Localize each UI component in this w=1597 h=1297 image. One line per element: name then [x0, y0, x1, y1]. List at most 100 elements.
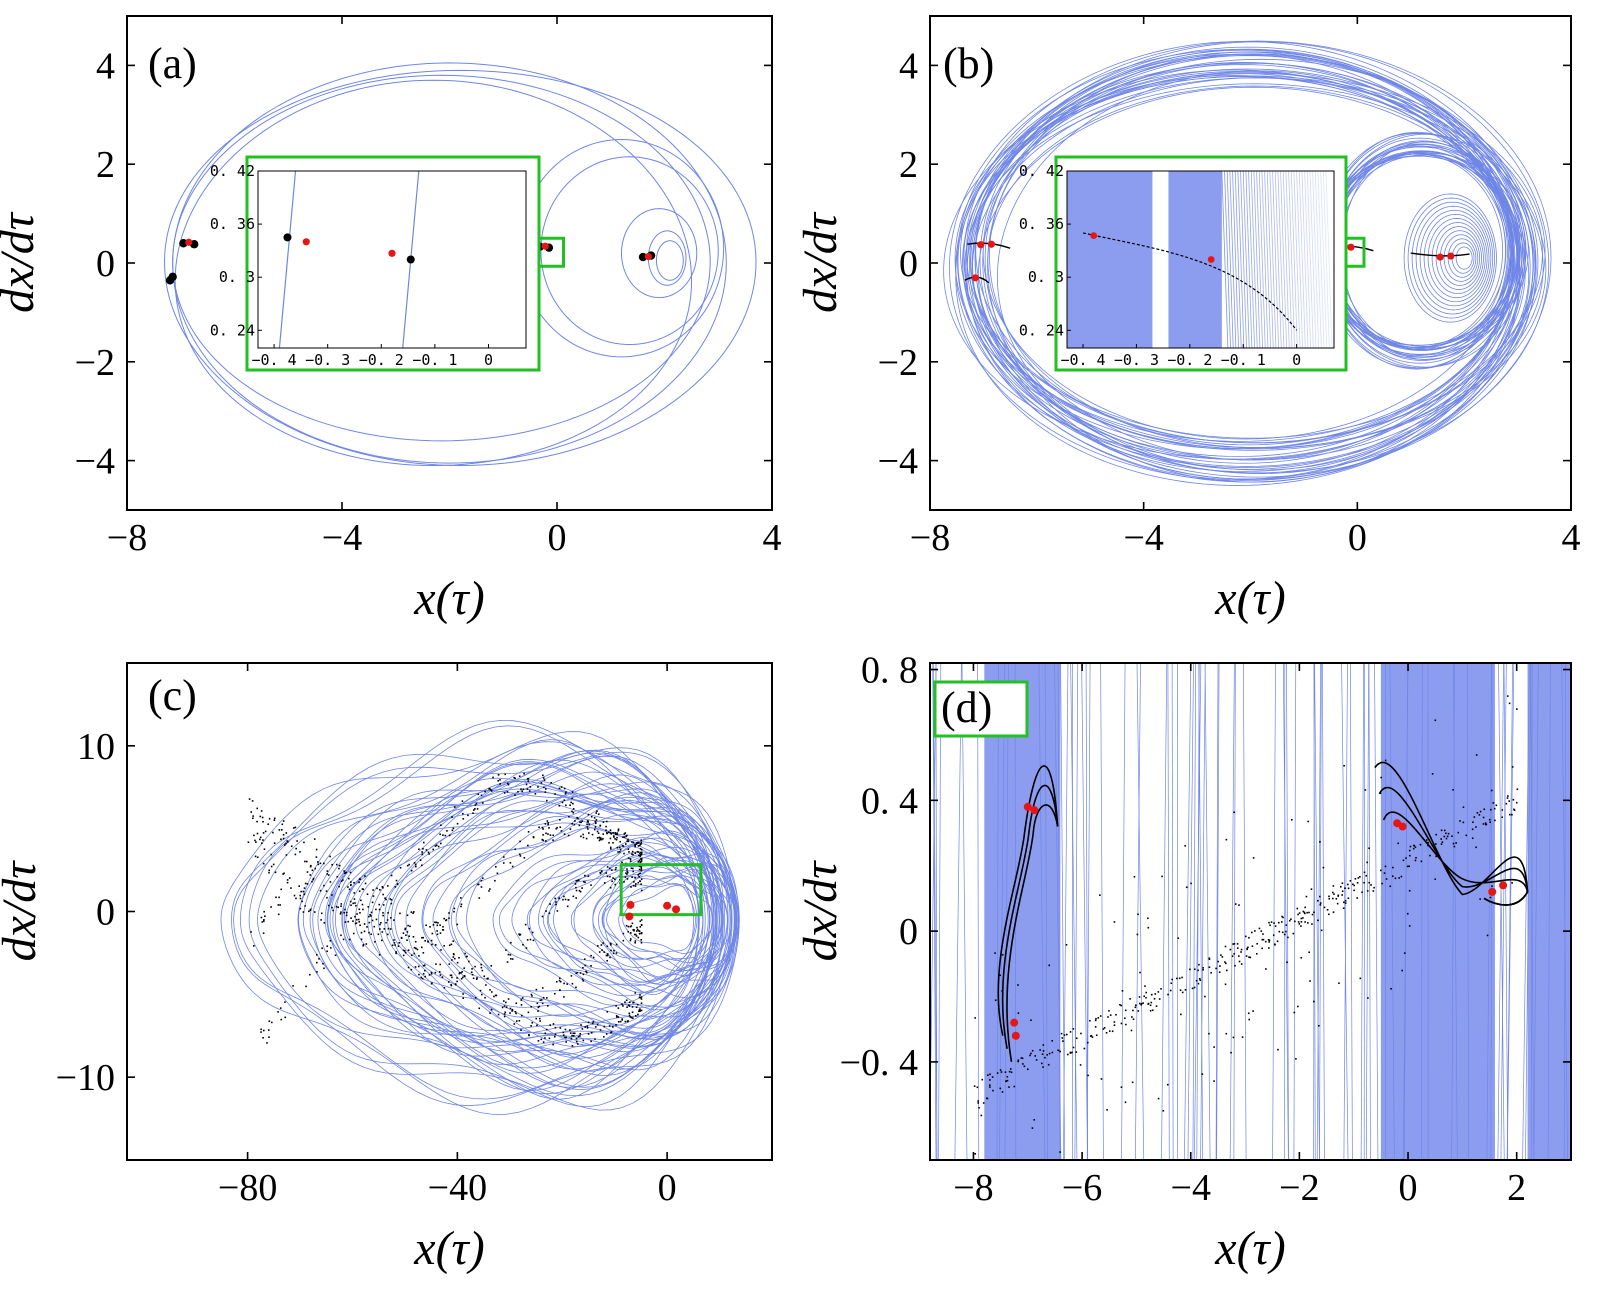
scatter-point [615, 1015, 618, 1017]
y-tick-label: 0 [899, 911, 918, 953]
scatter-point [261, 842, 263, 844]
scatter-point [1313, 911, 1315, 914]
scatter-point [272, 863, 275, 866]
scatter-point [615, 1005, 617, 1007]
scatter-point [1132, 1009, 1134, 1012]
scatter-point [571, 797, 573, 800]
scatter-point [368, 931, 370, 934]
scatter-point [1106, 1109, 1108, 1111]
orbit-loop [220, 731, 715, 1115]
scatter-point [1157, 991, 1160, 993]
scatter-point [1298, 912, 1301, 914]
scatter-point [992, 1089, 994, 1092]
scatter-point [421, 946, 423, 949]
scatter-point [1237, 955, 1240, 957]
scatter-point [418, 848, 420, 851]
scatter-point [350, 917, 352, 919]
scatter-point [358, 908, 361, 911]
y-tick-label: 0. 42 [1019, 162, 1064, 180]
scatter-point [521, 997, 524, 999]
orbit-loop [975, 68, 1521, 446]
scatter-point [313, 838, 316, 840]
x-tick-label: 0 [1292, 351, 1301, 369]
scatter-point [1059, 1050, 1061, 1053]
scatter-point [629, 858, 632, 860]
scatter-point [299, 851, 301, 853]
orbit-line [1229, 663, 1235, 1160]
scatter-point [1479, 898, 1481, 900]
scatter-point [507, 998, 510, 1000]
scatter-point [1065, 943, 1068, 946]
scatter-point [606, 959, 609, 962]
scatter-point [322, 962, 324, 965]
scatter-point [421, 851, 423, 853]
inset-orbit-line [1280, 171, 1287, 348]
scatter-point [627, 857, 630, 859]
scatter-point [256, 807, 259, 810]
scatter-point [1067, 1053, 1069, 1056]
scatter-point [592, 1021, 595, 1023]
scatter-point [636, 926, 638, 929]
scatter-point [1308, 951, 1310, 954]
scatter-point [596, 837, 599, 839]
scatter-point [542, 828, 544, 830]
scatter-point [606, 866, 609, 868]
scatter-point [309, 973, 311, 976]
scatter-point [1140, 1003, 1143, 1006]
scatter-point [1087, 1041, 1089, 1044]
scatter-point [282, 837, 285, 840]
scatter-point [626, 878, 629, 880]
scatter-point [262, 832, 265, 834]
scatter-point [610, 1031, 612, 1034]
scatter-point [329, 881, 332, 883]
scatter-point [594, 826, 597, 828]
scatter-point [462, 997, 465, 999]
scatter-point [450, 974, 453, 977]
scatter-point [640, 919, 643, 921]
scatter-point [424, 969, 426, 972]
scatter-point [520, 1029, 522, 1031]
orbit-loop [963, 40, 1552, 478]
inset-orbit-line [1309, 171, 1317, 348]
scatter-point [544, 823, 547, 825]
scatter-point [393, 919, 395, 921]
scatter-point [1197, 982, 1200, 985]
scatter-point [309, 909, 312, 911]
scatter-point [527, 844, 529, 847]
scatter-point [497, 774, 500, 776]
scatter-point [480, 966, 483, 969]
scatter-point [407, 966, 410, 969]
scatter-point [626, 834, 628, 837]
scatter-point [377, 933, 380, 936]
scatter-point [313, 911, 316, 913]
scatter-point [602, 1036, 605, 1038]
scatter-point [1180, 1013, 1182, 1016]
scatter-point [274, 871, 277, 874]
scatter-point [273, 819, 276, 821]
scatter-point [640, 939, 643, 941]
scatter-point [390, 916, 392, 919]
scatter-point [306, 871, 309, 873]
scatter-point [384, 897, 386, 899]
scatter-point [640, 996, 643, 998]
scatter-point [552, 834, 555, 837]
scatter-point [1042, 1066, 1044, 1068]
scatter-point [1447, 832, 1450, 835]
scatter-point [1341, 882, 1344, 885]
scatter-point [1305, 895, 1308, 898]
scatter-point [542, 834, 544, 836]
scatter-point [250, 931, 252, 933]
scatter-point [503, 856, 505, 858]
y-tick-label: −0. 4 [840, 1042, 918, 1084]
scatter-point [1190, 882, 1192, 885]
inset-plot [278, 171, 420, 348]
scatter-point [640, 848, 643, 851]
scatter-point [1006, 1075, 1009, 1078]
scatter-point [393, 939, 395, 941]
scatter-point [470, 971, 473, 974]
scatter-point [628, 1001, 631, 1004]
scatter-point [542, 777, 545, 779]
orbit-loop [248, 725, 718, 1108]
scatter-point [1160, 988, 1162, 990]
